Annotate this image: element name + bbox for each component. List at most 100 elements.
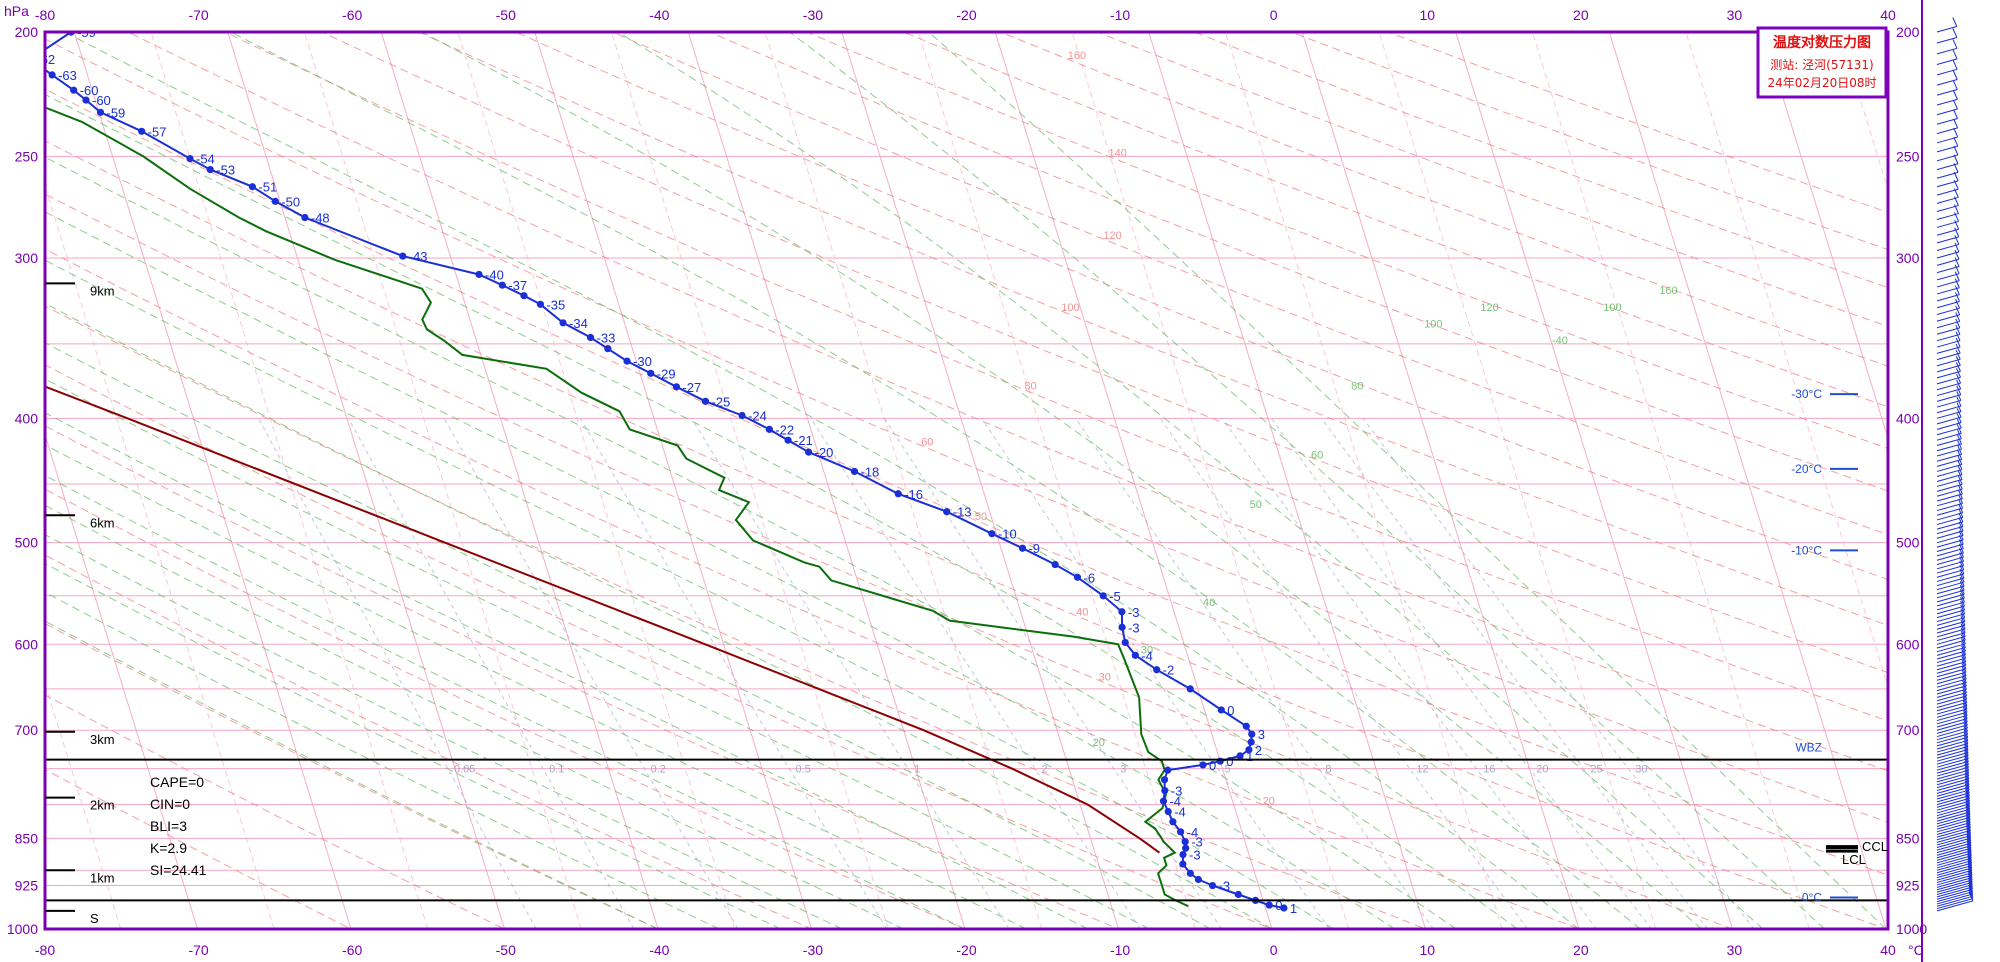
temperature-point (475, 270, 483, 279)
temperature-point (1153, 666, 1161, 674)
lcl-marker (1826, 849, 1858, 853)
temperature-point-label: -35 (546, 297, 565, 312)
wind-barb-feather (1959, 560, 1965, 571)
wind-barb-feather (1963, 740, 1969, 750)
wind-barb-feather (1968, 889, 1974, 899)
wind-barb (1936, 565, 1964, 574)
wind-barb (1936, 624, 1966, 634)
wind-barb-feather (1967, 866, 1973, 876)
dry-adiabat-label: 120 (1103, 230, 1121, 242)
wind-barb-feather (1965, 816, 1971, 826)
wind-barb (1936, 698, 1967, 708)
title-box-frame (1756, 26, 1888, 99)
moist-adiabat-line (789, 32, 1825, 929)
wind-barb-feather (1961, 659, 1967, 669)
wind-barb (1936, 855, 1972, 866)
moist-adiabat-label: 80 (1351, 381, 1363, 393)
isotherm-line (1071, 32, 1350, 929)
wind-barb (1936, 526, 1964, 535)
wind-barb (1936, 783, 1970, 794)
moist-adiabat-label: 100 (1603, 302, 1621, 314)
wind-barb-feather (1952, 39, 1958, 49)
wind-barb (1936, 581, 1965, 591)
wind-barb (1936, 521, 1963, 530)
wind-barb (1936, 597, 1965, 607)
wind-barb (1936, 560, 1964, 570)
wind-barb-feather (1959, 547, 1964, 558)
wind-barb-feather (1964, 775, 1970, 785)
wind-barb (1936, 800, 1970, 811)
wind-barb-feather (1967, 868, 1973, 878)
mixing-ratio-line (1159, 418, 1528, 929)
isotherm-line (1224, 32, 1503, 929)
wind-barb-feather (1955, 362, 1961, 372)
dry-adiabat-line (320, 32, 1888, 674)
temperature-tick-label-bottom: -30 (803, 942, 823, 958)
wind-barb (1936, 664, 1967, 674)
wind-barb (1936, 512, 1963, 521)
temperature-point-label: -40 (485, 267, 504, 282)
title-box: 温度对数压力图 测站: 泾河(57131) 24年02月20日08时 (1756, 26, 1888, 99)
wind-barb-feather (1962, 712, 1968, 722)
temperature-point (138, 127, 146, 135)
dry-adiabat-line (45, 140, 1888, 929)
wind-barb (1936, 358, 1961, 367)
wind-barb (1936, 458, 1962, 467)
wind-barb-feather (1957, 450, 1963, 460)
wind-barb-feather (1955, 350, 1961, 360)
wind-barb (1936, 829, 1971, 841)
wind-barb (1936, 832, 1971, 843)
temperature-point (894, 490, 902, 498)
wind-barb-feather (1963, 743, 1969, 753)
temperature-point-label: 0 (1227, 703, 1234, 718)
temperature-point (1164, 807, 1172, 816)
wind-barb-feather (1960, 627, 1966, 637)
wind-barb (1936, 364, 1961, 373)
mixing-ratio-label: 8 (1325, 763, 1331, 775)
temperature-point (647, 369, 655, 377)
wind-barb (1936, 895, 1973, 907)
dry-adiabat-line (1289, 32, 1888, 251)
temperature-point (536, 300, 545, 308)
wind-barb-feather (1952, 17, 1958, 27)
isotherm-line (1378, 32, 1657, 929)
wind-barb (1936, 695, 1967, 705)
wind-barb-feather (1961, 648, 1967, 659)
dry-adiabat-label: 50 (975, 511, 987, 523)
isotherm-line (764, 32, 1043, 929)
wind-barb-feather (1956, 373, 1962, 384)
wind-barb (1936, 213, 1959, 221)
mixing-ratio-label: 0.1 (549, 763, 564, 775)
mixing-ratio-label: 0.5 (795, 763, 810, 775)
wind-barb (1936, 867, 1972, 879)
wind-barb (1936, 453, 1962, 462)
temperature-point-label: -4 (1174, 805, 1186, 820)
wind-barb-feather (1954, 257, 1960, 267)
moist-adiabat-line (45, 474, 966, 929)
temperature-point (943, 508, 951, 516)
pressure-tick-label-right: 300 (1896, 250, 1920, 266)
wind-barb (1936, 685, 1967, 695)
temperature-point-label: -3 (1219, 879, 1231, 894)
wind-barb (1936, 543, 1964, 553)
wind-barb (1936, 635, 1966, 645)
isotherm-line (457, 32, 736, 929)
wind-barb (1936, 888, 1973, 900)
temperature-point (805, 448, 813, 456)
wind-barb-feather (1963, 734, 1969, 744)
temperature-point-label: -54 (196, 152, 215, 167)
wind-barb (1936, 539, 1964, 548)
isotherm-line (380, 32, 659, 929)
wind-barb-feather (1963, 718, 1968, 729)
temperature-point (586, 333, 595, 342)
wind-barb-feather (1959, 572, 1965, 583)
wind-barb-feather (1966, 836, 1972, 846)
temperature-point-label: 0 (1226, 754, 1233, 769)
isotherm-line (687, 32, 966, 929)
mixing-ratio-label: 25 (1590, 763, 1602, 775)
temperature-point-label: -37 (508, 278, 527, 293)
wind-barb (1936, 427, 1962, 436)
wind-barb-feather (1957, 484, 1963, 495)
wind-barb (1936, 786, 1970, 797)
